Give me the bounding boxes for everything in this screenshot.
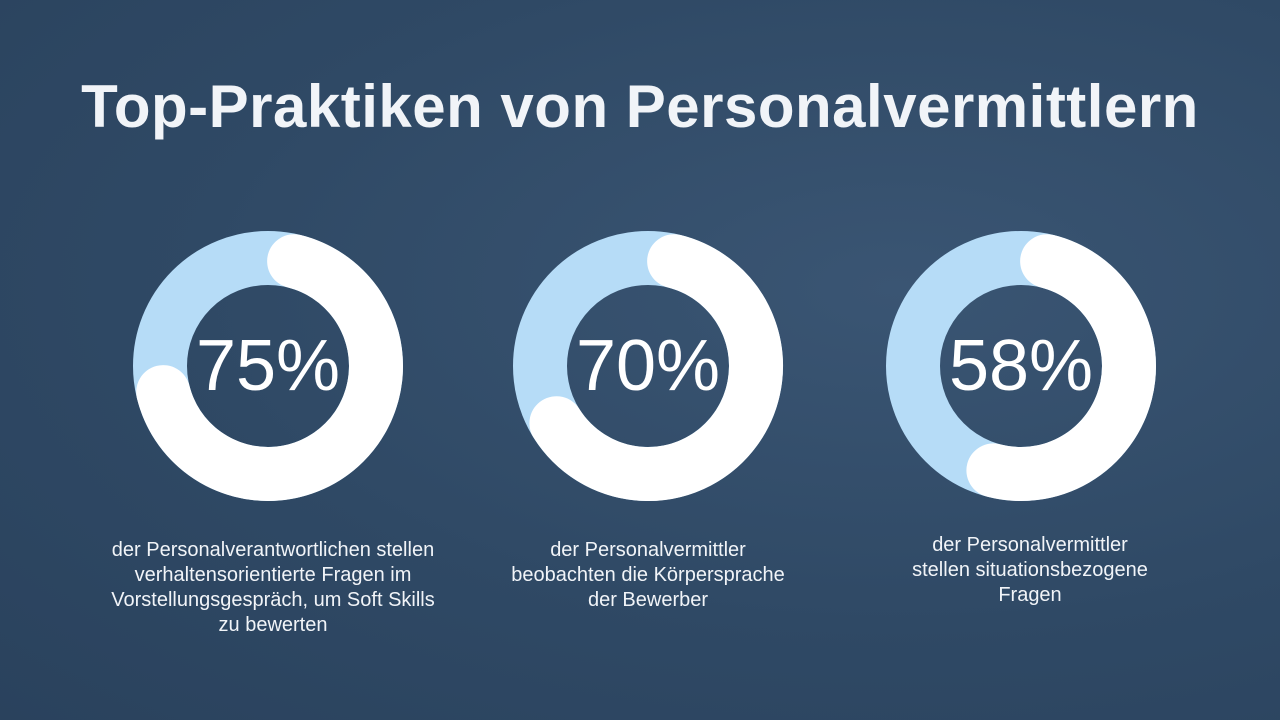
percent-label: 70% bbox=[575, 326, 721, 406]
donut-svg bbox=[133, 231, 403, 501]
donut-value-arc bbox=[136, 234, 403, 501]
donut-chart-1: 75% bbox=[132, 230, 404, 502]
caption-3: der Personalvermittler stellen situation… bbox=[912, 534, 1148, 606]
percent-label: 75% bbox=[195, 326, 341, 406]
donut-value-arc bbox=[529, 234, 783, 501]
donut-svg bbox=[886, 231, 1156, 501]
caption-2: der Personalvermittler beobachten die Kö… bbox=[511, 539, 785, 611]
donut-chart-2: 70% bbox=[512, 230, 784, 502]
percent-label: 58% bbox=[948, 326, 1094, 406]
donut-svg bbox=[513, 231, 783, 501]
caption-1: der Personalverantwortlichen stellen ver… bbox=[111, 539, 435, 636]
donut-chart-3: 58% bbox=[885, 230, 1157, 502]
donut-value-arc bbox=[966, 234, 1156, 501]
page-title: Top-Praktiken von Personalvermittlern bbox=[81, 73, 1199, 140]
